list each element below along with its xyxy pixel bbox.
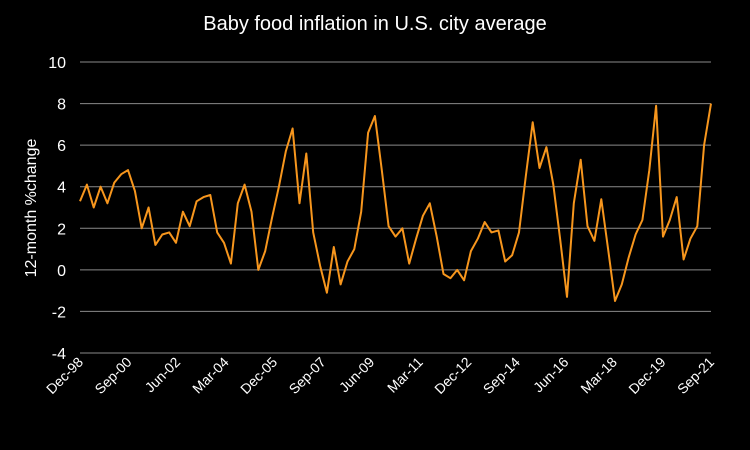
y-axis-label: 12-month %change <box>23 139 40 278</box>
x-tick-labels: Dec-98 Sep-00 Jun-02 Mar-04 Dec-05 Sep-07 Jun-… <box>43 354 717 397</box>
y-tick-labels: 10 8 6 4 2 0 -2 -4 <box>48 55 66 363</box>
x-tick-label: Dec-05 <box>237 354 280 397</box>
x-tick-label: Dec-12 <box>431 354 474 397</box>
y-tick-label: 6 <box>57 138 66 155</box>
x-tick-label: Mar-18 <box>577 354 620 397</box>
y-tick-label: 10 <box>48 55 66 72</box>
x-tick-label: Dec-19 <box>625 354 668 397</box>
y-tick-label: -2 <box>52 304 66 321</box>
chart-title: Baby food inflation in U.S. city average <box>203 13 547 35</box>
y-tick-label: 2 <box>57 221 66 238</box>
y-tick-label: -4 <box>52 346 66 363</box>
y-tick-label: 0 <box>57 263 66 280</box>
x-tick-label: Jun-02 <box>142 354 184 396</box>
gridlines <box>80 61 711 354</box>
x-tick-label: Sep-14 <box>480 354 523 397</box>
y-tick-label: 4 <box>57 180 66 197</box>
x-tick-label: Jun-16 <box>530 354 572 396</box>
x-tick-label: Mar-04 <box>189 354 232 397</box>
x-tick-label: Sep-21 <box>674 354 717 397</box>
x-tick-label: Mar-11 <box>384 354 426 396</box>
x-tick-label: Sep-07 <box>286 354 329 397</box>
x-tick-label: Sep-00 <box>91 354 134 397</box>
series-layer <box>79 103 712 302</box>
series-line <box>79 103 712 302</box>
x-tick-label: Jun-09 <box>336 354 378 396</box>
y-tick-label: 8 <box>57 97 66 114</box>
